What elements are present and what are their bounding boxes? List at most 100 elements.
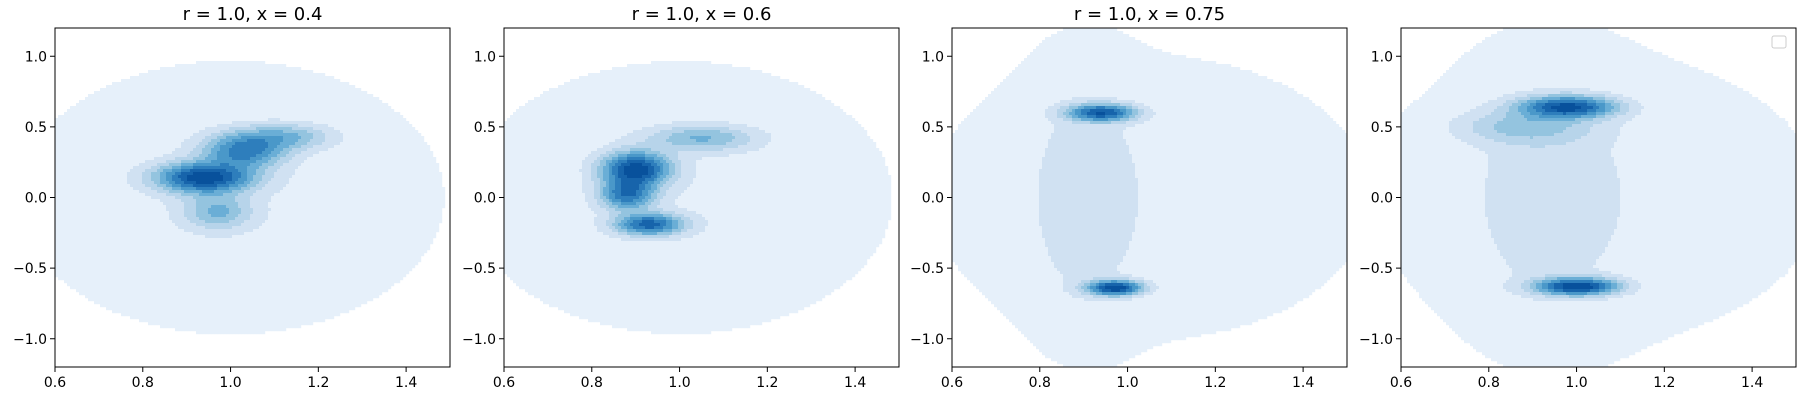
density-cell [130,166,133,169]
density-cell [73,178,76,181]
density-cell [403,142,406,145]
density-cell [271,109,274,112]
density-cell [145,73,148,76]
density-cell [178,103,181,106]
density-cell [208,88,211,91]
density-cell [187,142,190,145]
density-cell [268,148,271,151]
density-cell [187,139,190,142]
density-cell [178,124,181,127]
density-cell [208,73,211,76]
density-cell [157,160,160,163]
density-cell [310,160,313,163]
density-cell [58,166,61,169]
density-cell [376,148,379,151]
density-cell [295,157,298,160]
density-cell [358,148,361,151]
density-cell [304,136,307,139]
density-cell [328,157,331,160]
density-cell [244,109,247,112]
density-cell [334,148,337,151]
density-cell [385,169,388,172]
density-cell [274,148,277,151]
density-cell [184,124,187,127]
density-cell [124,97,127,100]
density-cell [214,124,217,127]
density-cell [142,106,145,109]
density-cell [436,166,439,169]
density-cell [160,82,163,85]
density-cell [85,145,88,148]
density-cell [328,148,331,151]
density-cell [265,121,268,124]
density-cell [253,154,256,157]
density-cell [262,88,265,91]
density-cell [169,127,172,130]
density-cell [79,142,82,145]
density-cell [343,127,346,130]
density-cell [370,166,373,169]
density-cell [82,154,85,157]
density-cell [103,130,106,133]
density-cell [355,124,358,127]
density-cell [121,121,124,124]
density-cell [190,124,193,127]
density-cell [94,133,97,136]
density-cell [436,172,439,175]
density-cell [322,151,325,154]
density-cell [235,142,238,145]
density-cell [391,178,394,181]
density-cell [292,103,295,106]
density-cell [103,139,106,142]
density-cell [118,142,121,145]
density-cell [340,154,343,157]
density-cell [322,133,325,136]
density-cell [244,139,247,142]
density-cell [151,124,154,127]
density-cell [178,136,181,139]
density-cell [313,136,316,139]
density-cell [91,160,94,163]
density-cell [145,175,148,178]
density-cell [256,136,259,139]
density-cell [367,136,370,139]
density-cell [232,106,235,109]
density-cell [361,118,364,121]
density-cell [94,148,97,151]
density-cell [247,85,250,88]
density-cell [220,163,223,166]
density-cell [367,160,370,163]
density-cell [358,100,361,103]
density-cell [73,154,76,157]
density-cell [391,166,394,169]
density-cell [331,82,334,85]
density-cell [148,172,151,175]
density-cell [367,169,370,172]
density-cell [196,91,199,94]
density-cell [310,121,313,124]
density-cell [214,100,217,103]
density-cell [328,178,331,181]
density-cell [283,91,286,94]
density-cell [67,127,70,130]
density-cell [178,94,181,97]
density-cell [283,151,286,154]
density-cell [247,70,250,73]
density-cell [157,178,160,181]
density-cell [241,73,244,76]
density-cell [307,136,310,139]
density-cell [193,106,196,109]
density-cell [148,100,151,103]
density-cell [133,163,136,166]
density-cell [238,166,241,169]
density-cell [247,142,250,145]
density-cell [364,124,367,127]
density-cell [241,139,244,142]
density-cell [160,169,163,172]
density-cell [385,121,388,124]
density-cell [313,79,316,82]
density-cell [373,172,376,175]
density-cell [244,172,247,175]
density-cell [217,163,220,166]
density-cell [367,115,370,118]
